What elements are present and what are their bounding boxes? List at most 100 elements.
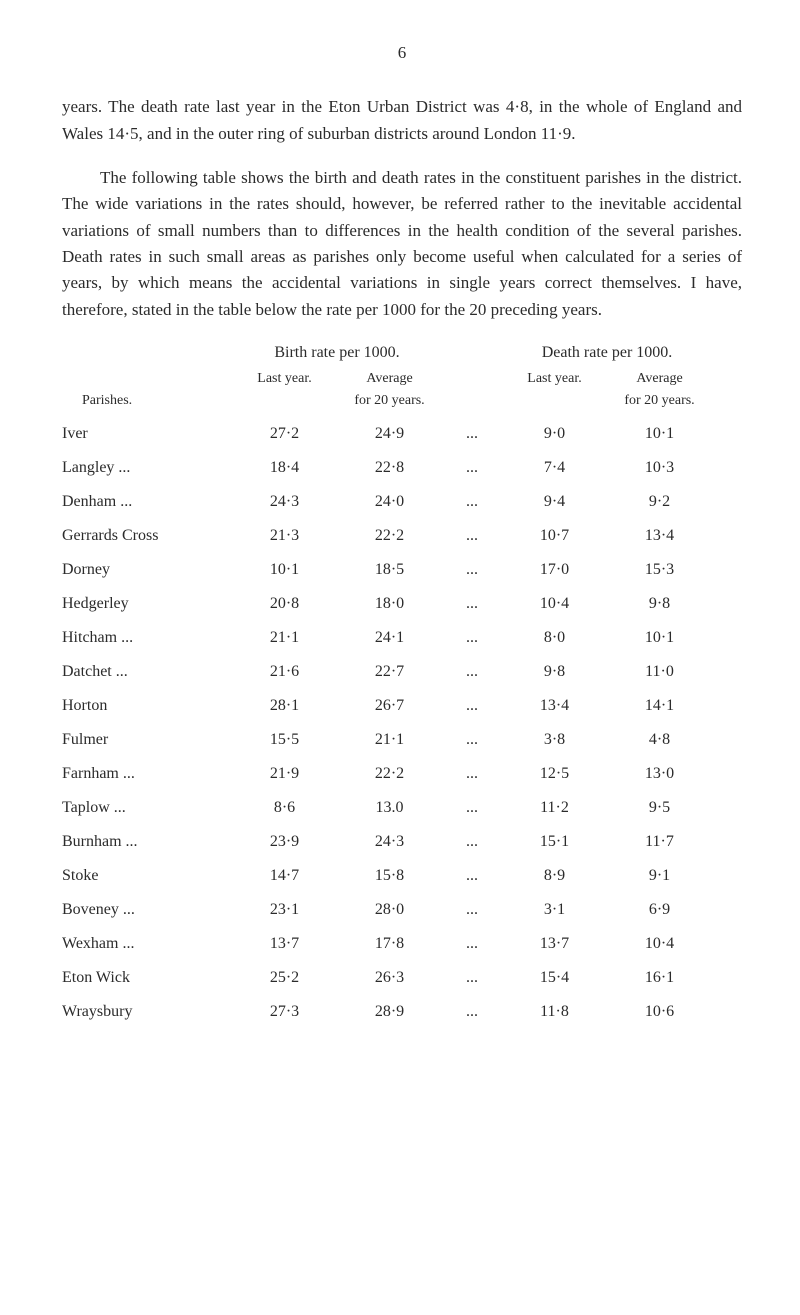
death-last-year: 13·4 [502, 694, 607, 719]
birth-last-year: 27·2 [232, 422, 337, 447]
death-last-year: 12·5 [502, 762, 607, 787]
birth-last-year: 8·6 [232, 796, 337, 821]
table-row: Eton Wick25·226·3...15·416·1 [62, 963, 742, 993]
death-last-year: 3·1 [502, 898, 607, 923]
table-row: Iver27·224·9...9·010·1 [62, 419, 742, 449]
birth-last-year: 13·7 [232, 932, 337, 957]
death-avg-20: 10·3 [607, 456, 712, 481]
col-header-birth-avg: Average for 20 years. [337, 368, 442, 411]
parish-name: Langley ... [62, 459, 130, 476]
table-row: Horton 28·126·7...13·414·1 [62, 691, 742, 721]
leader-dots: ... [442, 592, 502, 617]
parish-name: Wraysbury [62, 1003, 132, 1020]
birth-last-year: 28·1 [232, 694, 337, 719]
death-last-year: 11·8 [502, 1000, 607, 1025]
parish-cell: Dorney [62, 558, 232, 583]
parish-cell: Boveney ... [62, 898, 232, 923]
death-avg-20: 9·2 [607, 490, 712, 515]
parish-cell: Gerrards Cross [62, 524, 232, 549]
birth-avg-20: 18·0 [337, 592, 442, 617]
birth-last-year: 27·3 [232, 1000, 337, 1025]
parish-name: Taplow ... [62, 799, 126, 816]
death-avg-20: 9·5 [607, 796, 712, 821]
parish-cell: Datchet ... [62, 660, 232, 685]
leader-dots: ... [442, 694, 502, 719]
parish-name: Hedgerley [62, 595, 129, 612]
parish-name: Eton Wick [62, 969, 130, 986]
death-avg-20: 10·4 [607, 932, 712, 957]
table-row: Denham ...24·324·0...9·49·2 [62, 487, 742, 517]
parish-cell: Hedgerley [62, 592, 232, 617]
table-row: Stoke14·715·8...8·99·1 [62, 861, 742, 891]
birth-avg-20: 15·8 [337, 864, 442, 889]
birth-avg-20: 26·3 [337, 966, 442, 991]
birth-avg-20: 26·7 [337, 694, 442, 719]
table-row: Boveney ... 23·128·0...3·16·9 [62, 895, 742, 925]
birth-last-year: 15·5 [232, 728, 337, 753]
death-avg-20: 9·8 [607, 592, 712, 617]
parish-cell: Iver [62, 422, 232, 447]
parish-cell: Burnham ... [62, 830, 232, 855]
parish-name: Hitcham ... [62, 629, 133, 646]
death-avg-20: 11·0 [607, 660, 712, 685]
table-row: Wraysbury27·328·9...11·810·6 [62, 997, 742, 1027]
death-rate-header: Death rate per 1000. [502, 341, 712, 366]
parish-cell: Wexham ... [62, 932, 232, 957]
birth-last-year: 24·3 [232, 490, 337, 515]
death-last-year: 10·4 [502, 592, 607, 617]
death-last-year: 9·8 [502, 660, 607, 685]
death-avg-20: 11·7 [607, 830, 712, 855]
death-last-year: 9·0 [502, 422, 607, 447]
death-avg-20: 13·4 [607, 524, 712, 549]
parish-cell: Horton [62, 694, 232, 719]
birth-avg-20: 21·1 [337, 728, 442, 753]
birth-rate-header: Birth rate per 1000. [232, 341, 442, 366]
birth-avg-20: 13.0 [337, 796, 442, 821]
parish-cell: Stoke [62, 864, 232, 889]
birth-avg-20: 24·1 [337, 626, 442, 651]
death-last-year: 8·9 [502, 864, 607, 889]
birth-last-year: 23·9 [232, 830, 337, 855]
table-row: Dorney10·118·5...17·015·3 [62, 555, 742, 585]
leader-dots: ... [442, 932, 502, 957]
parish-name: Boveney ... [62, 901, 135, 918]
table-super-headers: Birth rate per 1000. Death rate per 1000… [62, 341, 742, 366]
leader-dots: ... [442, 898, 502, 923]
col-header-birth-last: Last year. [232, 368, 337, 411]
col-header-parishes: Parishes. [62, 368, 232, 411]
leader-dots: ... [442, 524, 502, 549]
leader-dots: ... [442, 660, 502, 685]
parish-name: Horton [62, 697, 107, 714]
parish-name: Stoke [62, 867, 98, 884]
death-last-year: 15·1 [502, 830, 607, 855]
death-last-year: 3·8 [502, 728, 607, 753]
birth-avg-20: 28·9 [337, 1000, 442, 1025]
birth-avg-20: 28·0 [337, 898, 442, 923]
birth-avg-20: 24·0 [337, 490, 442, 515]
death-last-year: 8·0 [502, 626, 607, 651]
table-row: Datchet ...21·622·7...9·811·0 [62, 657, 742, 687]
birth-avg-20: 24·3 [337, 830, 442, 855]
death-avg-20: 6·9 [607, 898, 712, 923]
birth-last-year: 20·8 [232, 592, 337, 617]
leader-dots: ... [442, 456, 502, 481]
rates-table: Birth rate per 1000. Death rate per 1000… [62, 341, 742, 1027]
table-row: Taplow ...8·613.0...11·29·5 [62, 793, 742, 823]
birth-last-year: 21·1 [232, 626, 337, 651]
birth-avg-20: 17·8 [337, 932, 442, 957]
parish-name: Iver [62, 425, 88, 442]
birth-last-year: 10·1 [232, 558, 337, 583]
death-avg-20: 14·1 [607, 694, 712, 719]
birth-last-year: 25·2 [232, 966, 337, 991]
table-row: Hedgerley 20·818·0...10·49·8 [62, 589, 742, 619]
birth-avg-20: 18·5 [337, 558, 442, 583]
birth-last-year: 14·7 [232, 864, 337, 889]
table-row: Wexham ...13·717·8...13·710·4 [62, 929, 742, 959]
leader-dots: ... [442, 830, 502, 855]
page-number: 6 [62, 40, 742, 66]
parish-cell: Denham ... [62, 490, 232, 515]
death-last-year: 15·4 [502, 966, 607, 991]
leader-dots: ... [442, 422, 502, 447]
birth-last-year: 23·1 [232, 898, 337, 923]
death-avg-20: 13·0 [607, 762, 712, 787]
